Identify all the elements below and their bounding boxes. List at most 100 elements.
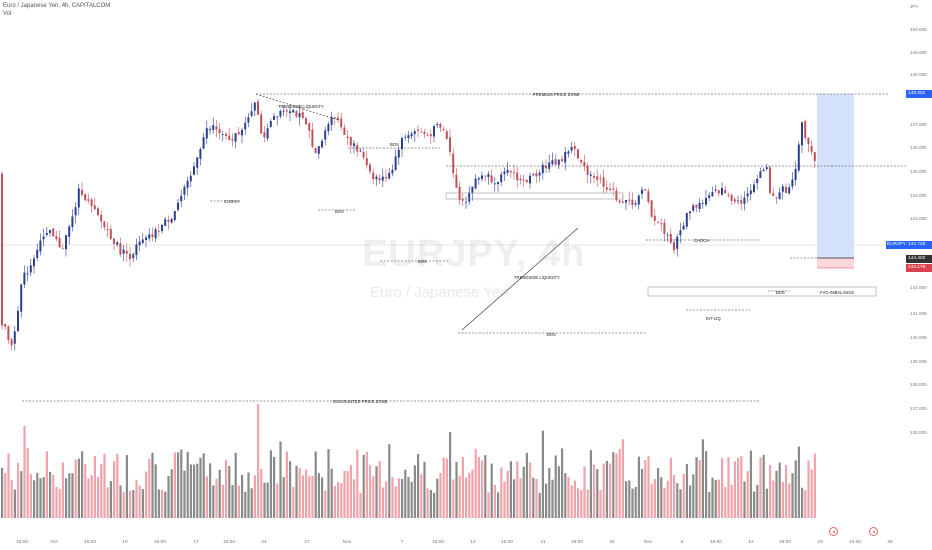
candle-body — [506, 169, 509, 173]
time-tick: 24 — [261, 540, 267, 545]
volume-bar — [721, 458, 724, 518]
time-tick: 28 — [609, 540, 615, 545]
candle-body — [580, 159, 583, 163]
volume-bar — [599, 490, 602, 518]
candle-body — [609, 188, 611, 191]
candle-body — [433, 126, 435, 137]
candle-body — [13, 331, 16, 344]
volume-bar — [145, 471, 148, 518]
candle-body — [193, 166, 195, 175]
candle-body — [525, 179, 528, 183]
candle-body — [660, 223, 663, 225]
volume-bar — [785, 465, 788, 518]
target-price-tag: 144.402 — [906, 255, 932, 263]
volume-bar — [241, 474, 244, 518]
candle-body — [647, 191, 650, 203]
volume-bar — [746, 471, 749, 518]
volume-bar — [516, 461, 519, 518]
candlestick-chart[interactable]: PREMIUM PRICE ZONE DISCOUNTED PRICE ZONE T… — [0, 0, 906, 532]
volume-bar — [381, 487, 384, 518]
candle-body — [106, 228, 109, 230]
candle-body — [615, 190, 618, 201]
candle-body — [61, 248, 64, 250]
candle-body — [327, 124, 330, 132]
candle-body — [468, 192, 471, 202]
price-tick: 136.000 — [910, 430, 927, 435]
candle-body — [394, 156, 397, 170]
candle-body — [250, 111, 253, 116]
candle-body — [474, 178, 477, 189]
volume-bar — [497, 492, 500, 518]
volume-legend[interactable]: Vol — [3, 11, 12, 17]
time-tick: 16:00 — [222, 540, 236, 545]
candle-body — [797, 144, 800, 171]
symbol-legend[interactable]: Euro / Japanese Yen, 4h, CAPITALCOM — [3, 3, 111, 9]
time-tick: 16:00 — [709, 540, 723, 545]
candle-body — [801, 122, 803, 146]
symbol-tag: EURJPY — [886, 241, 906, 249]
candle-body — [100, 214, 103, 222]
candle-body — [570, 146, 573, 151]
time-tick: 14 — [470, 540, 476, 545]
candle-body — [637, 195, 640, 205]
volume-bar — [631, 488, 634, 518]
volume-bar — [183, 470, 186, 518]
candle-body — [794, 168, 797, 180]
volume-bar — [538, 492, 541, 518]
volume-bar — [196, 463, 199, 518]
time-tick: 16:00 — [778, 540, 792, 545]
candle-body — [548, 162, 551, 169]
candle-body — [154, 229, 157, 239]
fvg-imbalance-label: FVG-IMBALANCE — [820, 290, 854, 295]
volume-bar — [257, 404, 260, 518]
volume-bar — [705, 451, 708, 518]
bos-label: BOS — [335, 209, 344, 214]
volume-bar — [292, 487, 295, 518]
volume-bar — [561, 448, 564, 518]
price-axis[interactable]: JPY 150.000 149.000 148.000 147.000 146.… — [886, 0, 932, 550]
scroll-to-realtime-icon[interactable] — [829, 527, 838, 536]
candle-body — [125, 250, 128, 254]
candle-body — [513, 171, 515, 173]
volume-bar — [634, 486, 637, 518]
candle-body — [26, 273, 29, 275]
scroll-to-realtime-icon[interactable] — [869, 527, 878, 536]
candle-body — [714, 189, 717, 191]
candle-body — [234, 133, 237, 142]
volume-bar — [609, 463, 612, 518]
volume-bar — [173, 452, 176, 518]
volume-bar — [225, 459, 228, 518]
volume-bar — [490, 463, 493, 518]
candle-body — [244, 122, 247, 130]
volume-bar — [279, 441, 282, 518]
volume-bar — [74, 459, 77, 518]
candle-body — [122, 249, 125, 254]
candle-body — [577, 149, 579, 159]
volume-bar — [474, 448, 477, 518]
time-tick: 10 — [122, 540, 128, 545]
price-tick: 140.000 — [910, 335, 927, 340]
volume-bar — [682, 474, 685, 518]
candle-body — [404, 136, 407, 138]
candle-body — [279, 110, 282, 117]
candle-body — [551, 160, 554, 164]
candle-body — [186, 180, 189, 188]
candle-body — [769, 167, 771, 193]
time-tick: 26 — [887, 540, 893, 545]
candle-body — [500, 174, 503, 183]
volume-bar — [87, 478, 90, 518]
volume-bar — [311, 476, 314, 518]
volume-bar — [71, 473, 74, 518]
volume-bar — [641, 468, 644, 518]
volume-bar — [269, 450, 272, 518]
candle-body — [113, 238, 115, 244]
chart-canvas[interactable]: PREMIUM PRICE ZONE DISCOUNTED PRICE ZONE T… — [0, 0, 906, 532]
volume-bar — [237, 485, 240, 518]
volume-bar — [327, 449, 330, 518]
time-axis[interactable]: 16:00 Oct 16:00 10 16:00 17 16:00 24 27 … — [0, 532, 906, 550]
volume-bar — [698, 460, 701, 518]
price-tick: 141.000 — [910, 311, 927, 316]
candle-body — [375, 176, 378, 180]
candle-body — [103, 221, 106, 228]
candle-body — [273, 116, 275, 120]
